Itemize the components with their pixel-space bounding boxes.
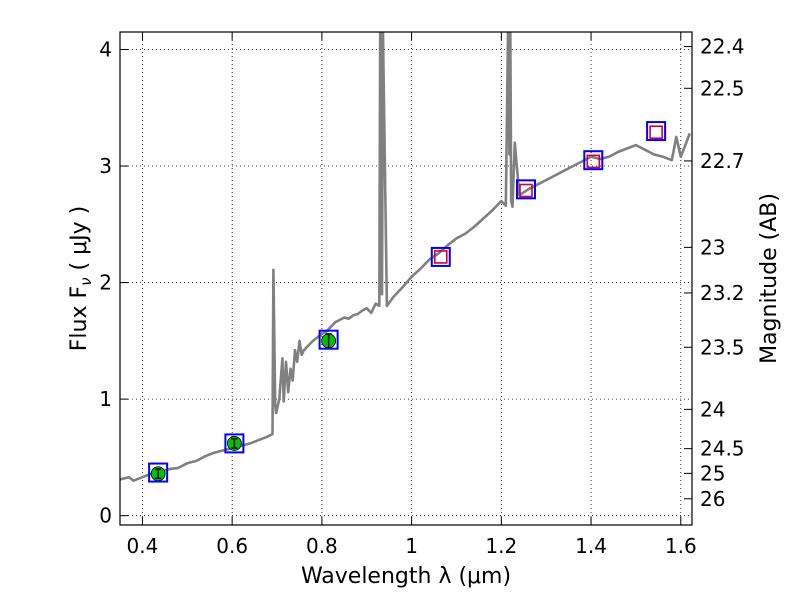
- x-tick-label: 0.4: [127, 534, 159, 558]
- y-tick-label: 2: [99, 271, 112, 295]
- y-right-tick-label: 24: [700, 397, 725, 421]
- x-tick-label: 1.4: [575, 534, 607, 558]
- x-tick-label: 0.8: [306, 534, 338, 558]
- y-tick-label: 4: [99, 37, 112, 61]
- model-photometry-point: [148, 462, 169, 483]
- grid: [120, 32, 692, 525]
- y-tick-label: 3: [99, 154, 112, 178]
- model-photometry-point: [516, 179, 537, 200]
- y-axis-label-text: Flux F: [67, 286, 92, 351]
- model-photometry-point: [224, 433, 245, 454]
- y-axis-label: Flux Fν ( μJy ): [67, 206, 95, 351]
- upper-limit-point: [433, 250, 448, 264]
- model-photometry-point: [646, 121, 667, 142]
- spectrum-layer: [120, 32, 692, 483]
- upper-limit-point: [586, 154, 601, 169]
- y-right-tick-label: 22.4: [700, 35, 745, 59]
- y-right-tick-label: 22.5: [700, 76, 745, 100]
- marker-layer: [148, 121, 667, 483]
- y-right-tick-label: 23.2: [700, 281, 745, 305]
- y-right-tick-label: 25: [700, 461, 725, 485]
- y-right-tick-label: 23: [700, 235, 725, 259]
- model-photometry-point: [583, 150, 604, 171]
- model-photometry-point: [430, 246, 451, 267]
- spectrum-line: [120, 32, 692, 483]
- y-axis-label-subscript: ν: [77, 277, 95, 285]
- x-tick-label: 0.6: [216, 534, 248, 558]
- y-right-tick-label: 23.5: [700, 335, 745, 359]
- x-tick-label: 1.2: [485, 534, 517, 558]
- y-right-tick-label: 24.5: [700, 437, 745, 461]
- y-tick-label: 1: [99, 387, 112, 411]
- y-tick-label: 0: [99, 504, 112, 528]
- model-photometry-point: [318, 329, 339, 350]
- y-right-tick-label: 22.7: [700, 149, 745, 173]
- y-right-tick-label: 26: [700, 487, 725, 511]
- y-axis-right-label: Magnitude (AB): [757, 193, 782, 364]
- x-tick-label: 1.6: [665, 534, 697, 558]
- plot-frame: [119, 31, 693, 526]
- x-tick-label: 1: [405, 534, 418, 558]
- x-axis-label: Wavelength λ (μm): [301, 564, 511, 589]
- upper-limit-point: [649, 125, 663, 140]
- y-axis-label-unit: ( μJy ): [67, 206, 92, 278]
- upper-limit-point: [519, 183, 533, 198]
